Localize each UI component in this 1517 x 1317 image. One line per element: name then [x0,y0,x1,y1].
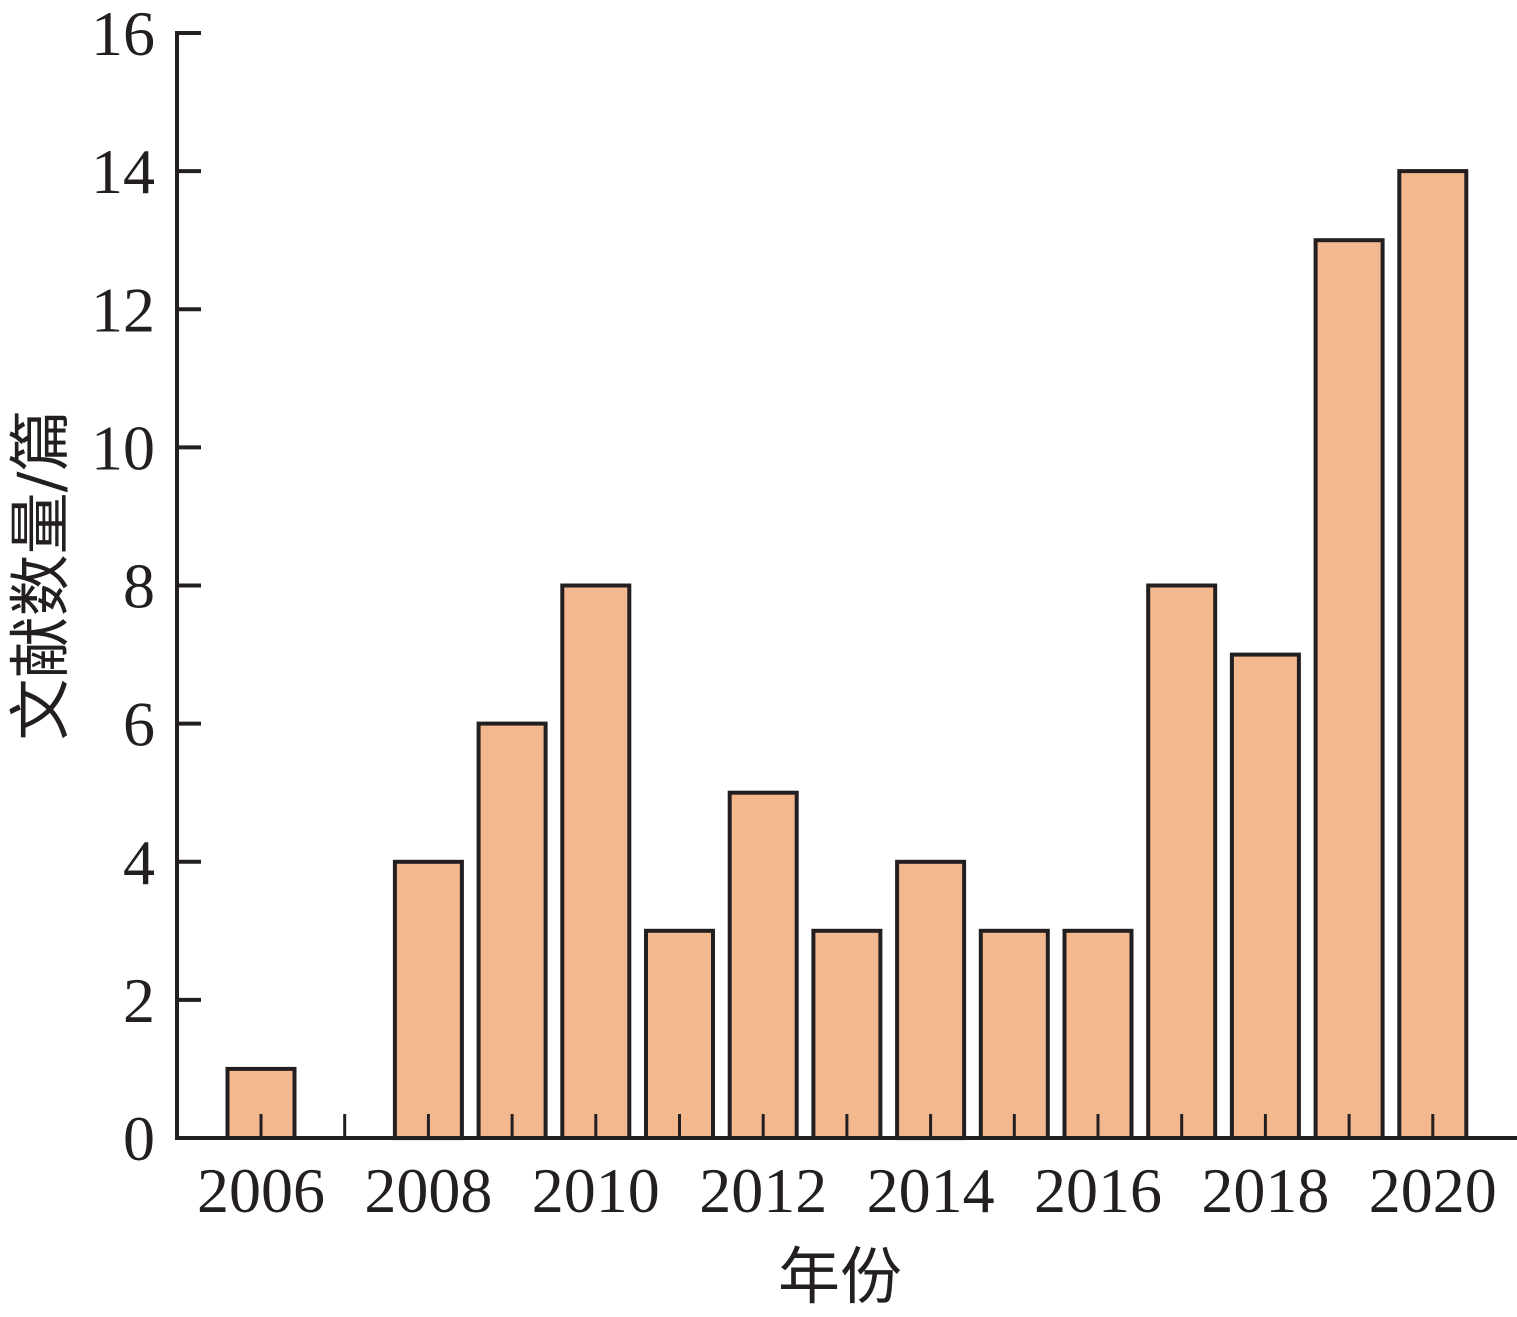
y-tick-label-12: 12 [91,274,155,345]
bar-2012 [727,790,799,1140]
y-tick-label-0: 0 [123,1103,155,1174]
x-tick-label-2016: 2016 [1034,1155,1162,1226]
x-tick-label-2012: 2012 [699,1155,827,1226]
bar-2010 [560,583,632,1140]
x-tick-label-2020: 2020 [1369,1155,1497,1226]
bar-2020 [1397,169,1469,1141]
bar-2016 [1062,928,1134,1140]
bar-2019 [1313,238,1385,1140]
y-tick-label-4: 4 [123,827,155,898]
y-tick-label-10: 10 [91,412,155,483]
bar-2014 [895,859,967,1141]
bar-2013 [811,928,883,1140]
bar-2018 [1229,652,1301,1140]
x-tick-label-2008: 2008 [364,1155,492,1226]
y-axis-title: 文献数量/篇 [4,410,77,741]
bar-2009 [476,721,548,1140]
y-tick-label-14: 14 [91,136,155,207]
y-tick-label-2: 2 [123,965,155,1036]
y-tick-label-16: 16 [91,0,155,69]
x-tick-label-2018: 2018 [1201,1155,1329,1226]
bar-2017 [1146,583,1218,1140]
axes-group [175,31,1517,1140]
labels-group: 0 2 4 6 8 10 12 14 16 2006 2008 2010 2012 2014 2016 201… [91,0,1497,1226]
x-tick-label-2006: 2006 [197,1155,325,1226]
x-axis-title: 年份 [778,1240,902,1313]
bar-2008 [392,859,464,1141]
x-tick-label-2014: 2014 [867,1155,995,1226]
x-tick-label-2010: 2010 [532,1155,660,1226]
bars-group [225,169,1469,1141]
y-tick-label-8: 8 [123,551,155,622]
y-tick-label-6: 6 [123,689,155,760]
bar-2015 [978,928,1050,1140]
bar-2011 [644,928,715,1140]
